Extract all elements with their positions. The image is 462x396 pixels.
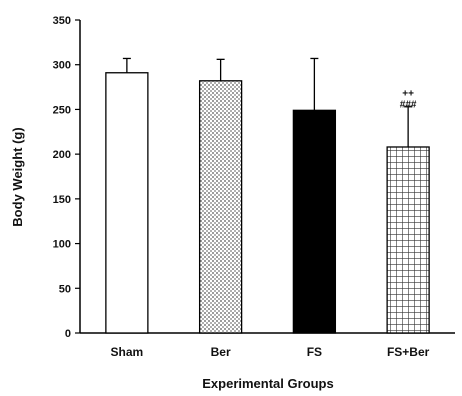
annotations: ++### [400, 89, 417, 111]
significance-marker: ### [400, 100, 417, 111]
bar-fs-ber [386, 146, 430, 334]
x-tick-labels: Sham Ber FS FS+Ber [111, 345, 430, 359]
y-tick-label: 300 [53, 60, 71, 72]
bar-sham [105, 72, 149, 334]
y-ticks: 0 50 100 150 200 250 300 350 [53, 15, 80, 340]
significance-marker: ++ [402, 89, 414, 100]
x-tick-label: Sham [111, 345, 144, 359]
y-tick-label: 50 [59, 283, 71, 295]
bars [105, 57, 430, 334]
x-tick-label: FS+Ber [387, 345, 430, 359]
y-tick-label: 350 [53, 15, 71, 27]
x-axis-title: Experimental Groups [202, 376, 333, 391]
bar-ber [198, 80, 243, 334]
x-tick-label: FS [307, 345, 322, 359]
y-tick-label: 100 [53, 239, 71, 251]
y-tick-label: 0 [65, 328, 71, 340]
bar-fs [292, 109, 337, 334]
x-tick-label: Ber [211, 345, 231, 359]
y-tick-label: 250 [53, 104, 71, 116]
y-tick-label: 200 [53, 149, 71, 161]
y-tick-label: 150 [53, 194, 71, 206]
y-axis-title: Body Weight (g) [10, 127, 25, 226]
